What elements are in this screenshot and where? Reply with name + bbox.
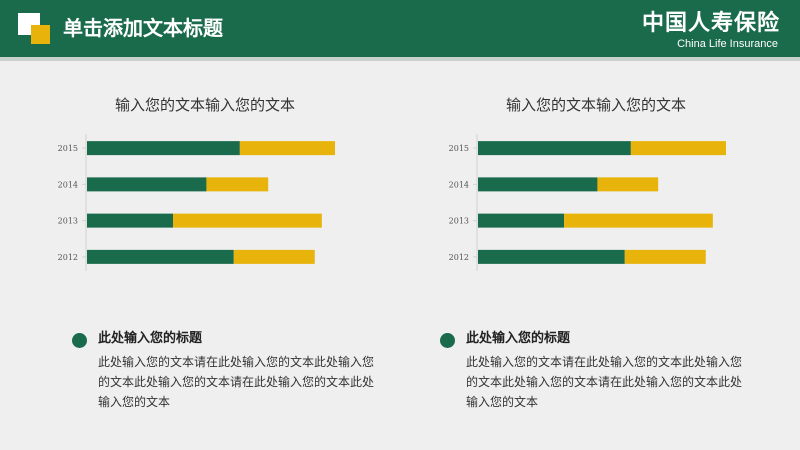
bar-segment-gold	[233, 249, 315, 264]
header-divider	[0, 57, 800, 61]
category-tick-label: 2013	[449, 217, 469, 226]
text-block-title-right: 此处输入您的标题	[466, 331, 571, 346]
category-tick-label: 2012	[449, 253, 469, 262]
bar-segment-green	[87, 177, 207, 192]
logo-square-gold	[31, 25, 50, 44]
brand-name-english: China Life Insurance	[677, 38, 778, 50]
bar-segment-green	[87, 213, 174, 228]
bullet-dot-left	[72, 333, 87, 348]
bar-segment-gold	[624, 249, 706, 264]
bar-segment-green	[478, 213, 565, 228]
chart-title-right: 输入您的文本输入您的文本	[505, 96, 686, 114]
chart-title-left: 输入您的文本输入您的文本	[114, 96, 295, 114]
category-tick-label: 2013	[58, 217, 78, 226]
bar-segment-green	[478, 249, 625, 264]
bar-segment-green	[87, 141, 240, 156]
bar-chart-left: 2015 2014 2013 2012	[58, 134, 335, 271]
bar-segment-gold	[630, 141, 726, 156]
bullet-dot-right	[440, 333, 455, 348]
bar-segment-green	[478, 141, 631, 156]
bar-chart-right: 2015 2014 2013 2012	[449, 134, 726, 271]
header-bar: 单击添加文本标题 中国人寿保险 China Life Insurance	[0, 0, 800, 57]
bar-segment-green	[87, 249, 234, 264]
bar-segment-gold	[206, 177, 269, 192]
bar-segment-green	[478, 177, 598, 192]
category-tick-label: 2015	[449, 144, 469, 153]
bar-segment-gold	[597, 177, 659, 192]
bar-segment-gold	[173, 213, 322, 228]
bar-segment-gold	[239, 141, 335, 156]
page-title: 单击添加文本标题	[63, 16, 223, 40]
bar-segment-gold	[564, 213, 713, 228]
brand-name-chinese: 中国人寿保险	[641, 11, 780, 36]
text-block-body-left: 此处输入您的文本请在此处输入您的文本此处输入您的文本此处输入您的文本请在此处输入…	[98, 355, 375, 409]
text-block-body-right: 此处输入您的文本请在此处输入您的文本此处输入您的文本此处输入您的文本请在此处输入…	[466, 355, 743, 409]
text-block-title-left: 此处输入您的标题	[98, 331, 203, 346]
category-tick-label: 2012	[58, 253, 78, 262]
category-tick-label: 2015	[58, 144, 78, 153]
category-tick-label: 2014	[449, 180, 469, 189]
category-tick-label: 2014	[58, 180, 78, 189]
